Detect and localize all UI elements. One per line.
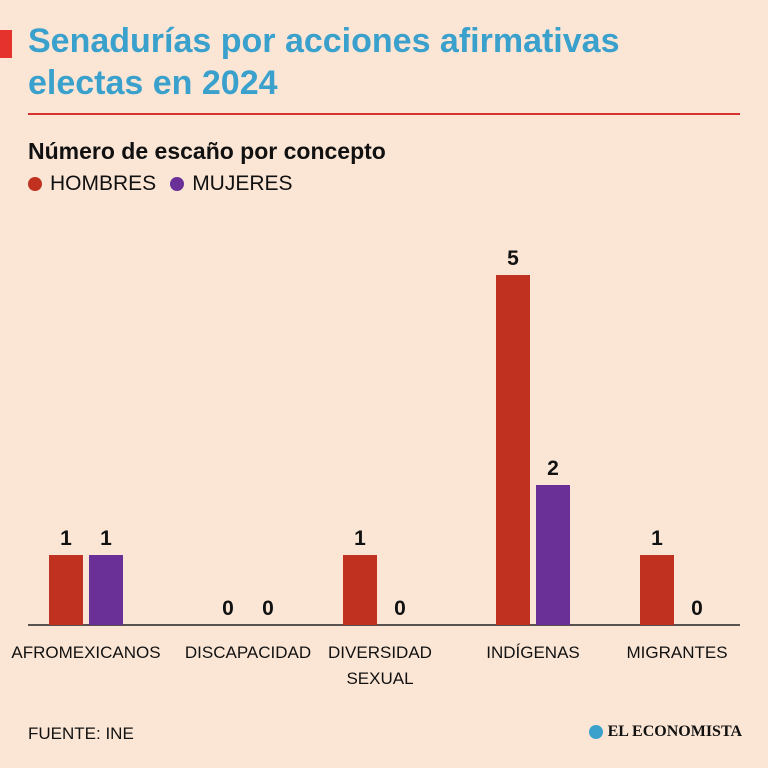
logo-mark-icon xyxy=(588,725,603,739)
data-label-men-4: 1 xyxy=(651,527,663,550)
data-label-women-3: 2 xyxy=(547,457,559,480)
title-divider xyxy=(28,113,740,115)
data-label-men-2: 1 xyxy=(354,527,366,550)
category-label-1: DISCAPACIDAD xyxy=(185,643,311,662)
chart-subtitle: Número de escaño por concepto xyxy=(28,138,386,164)
bar-women-0 xyxy=(89,555,123,625)
bar-women-3 xyxy=(536,485,570,625)
title-line-2: electas en 2024 xyxy=(28,64,278,102)
legend-item-men: HOMBRES xyxy=(28,172,156,196)
legend-label-women: MUJERES xyxy=(192,172,293,195)
bar-men-0 xyxy=(49,555,83,625)
category-label-4: MIGRANTES xyxy=(626,643,727,662)
logo-text: EL ECONOMISTA xyxy=(607,723,742,740)
data-label-women-0: 1 xyxy=(100,527,112,550)
data-label-men-1: 0 xyxy=(222,597,234,620)
bar-men-3 xyxy=(496,275,530,625)
category-label-0: AFROMEXICANOS xyxy=(11,643,160,662)
legend-label-men: HOMBRES xyxy=(50,172,157,195)
accent-bar xyxy=(0,30,12,58)
legend: HOMBRES MUJERES xyxy=(28,172,293,196)
data-label-men-0: 1 xyxy=(60,527,72,550)
legend-item-women: MUJERES xyxy=(170,172,293,196)
title-line-1: Senadurías por acciones afirmativas xyxy=(28,22,620,60)
source-note: FUENTE: INE xyxy=(28,724,134,743)
category-label-2: DIVERSIDAD SEXUAL xyxy=(328,643,432,688)
data-label-men-3: 5 xyxy=(507,247,519,270)
bar-men-4 xyxy=(640,555,674,625)
data-label-women-1: 0 xyxy=(262,597,274,620)
legend-swatch-women xyxy=(170,177,185,191)
legend-swatch-men xyxy=(28,177,42,191)
bar-men-2 xyxy=(343,555,377,625)
publisher-logo: EL ECONOMISTA xyxy=(588,723,742,741)
data-label-women-2: 0 xyxy=(394,597,406,620)
data-label-women-4: 0 xyxy=(691,597,703,620)
category-label-3: INDÍGENAS xyxy=(486,643,580,662)
chart-title: Senadurías por acciones afirmativas elec… xyxy=(28,20,748,104)
